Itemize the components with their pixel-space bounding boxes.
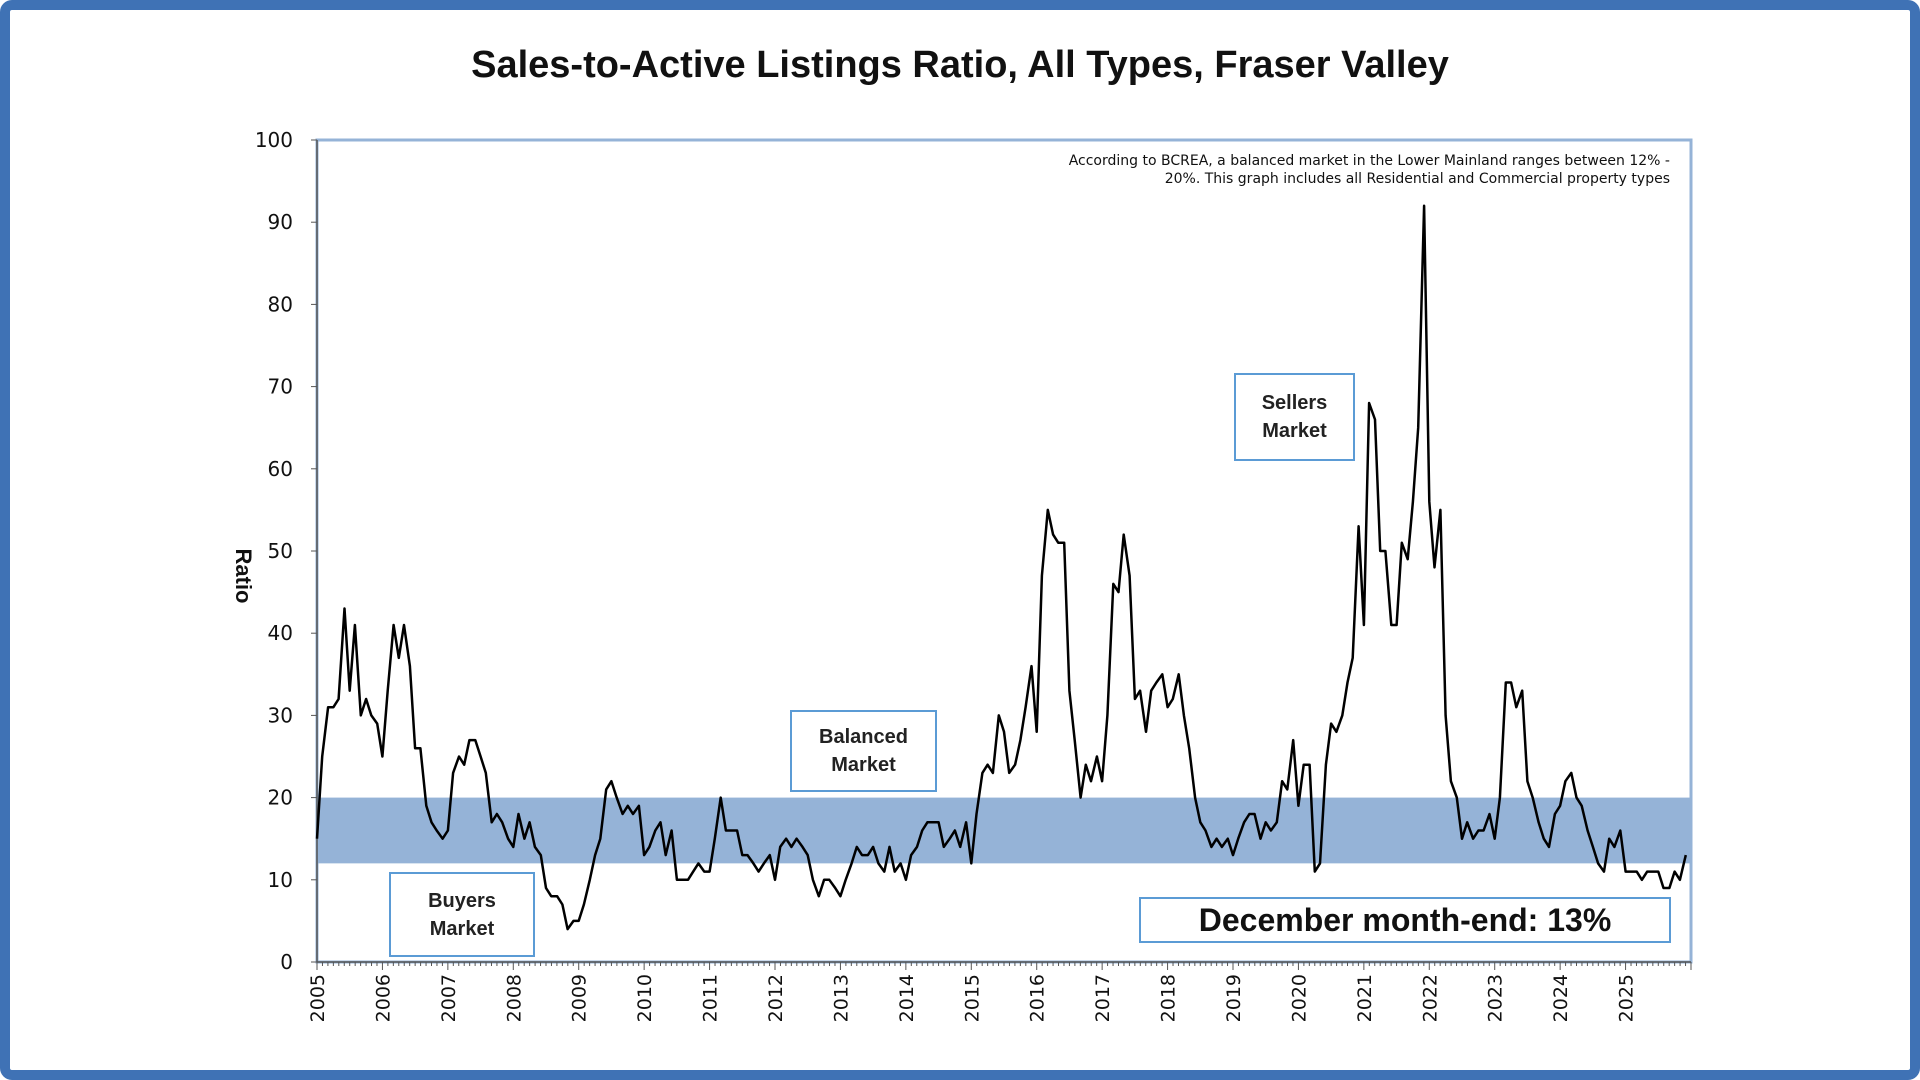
x-tick-label: 2022 <box>1419 974 1441 1022</box>
note-line-1: According to BCREA, a balanced market in… <box>1068 153 1670 169</box>
y-tick-label: 10 <box>268 868 293 892</box>
x-tick-label: 2008 <box>503 974 525 1022</box>
x-tick-label: 2007 <box>438 974 460 1022</box>
buyers-label-line-1: Buyers <box>428 889 496 912</box>
sellers-label-line-1: Sellers <box>1261 392 1328 414</box>
bcrea-note: According to BCREA, a balanced market in… <box>970 152 1670 188</box>
x-tick-label: 2011 <box>700 974 722 1022</box>
y-tick-label: 80 <box>268 292 293 316</box>
x-tick-label: 2006 <box>372 974 394 1022</box>
y-axis-ticks: 0 10 20 30 40 50 60 70 80 90 100 <box>255 128 317 974</box>
balanced-label-line-2: Market <box>831 754 896 776</box>
x-tick-label: 2017 <box>1092 974 1114 1022</box>
x-tick-label: 2021 <box>1354 974 1376 1022</box>
december-month-end-callout: December month-end: 13% <box>1139 897 1671 943</box>
sellers-label-line-2: Market <box>1262 420 1327 442</box>
x-tick-label: 2013 <box>830 974 852 1022</box>
y-axis-label: Ratio <box>231 549 256 604</box>
y-tick-label: 90 <box>268 210 293 234</box>
y-tick-label: 70 <box>268 375 293 399</box>
buyers-label-line-2: Market <box>429 917 495 940</box>
buyers-market-label: Buyers Market <box>389 872 535 957</box>
x-tick-label: 2025 <box>1616 974 1638 1022</box>
x-tick-label: 2018 <box>1158 974 1180 1022</box>
y-tick-label: 50 <box>268 539 293 563</box>
balanced-market-label: Balanced Market <box>790 710 937 792</box>
x-tick-label: 2010 <box>634 974 656 1022</box>
x-tick-label: 2015 <box>961 974 983 1022</box>
y-tick-label: 0 <box>280 950 293 974</box>
y-tick-label: 40 <box>268 621 293 645</box>
x-tick-label: 2005 <box>307 974 329 1022</box>
balanced-label-line-1: Balanced <box>819 726 908 748</box>
x-tick-label: 2023 <box>1485 974 1507 1022</box>
x-axis-ticks: 2005 2006 2007 2008 2009 2010 2011 2012 2013 2014… <box>307 962 1692 1022</box>
sellers-market-label: Sellers Market <box>1234 373 1355 461</box>
x-tick-label: 2009 <box>569 974 591 1022</box>
y-tick-label: 100 <box>255 128 293 152</box>
x-tick-label: 2020 <box>1288 974 1310 1022</box>
note-line-2: 20%. This graph includes all Residential… <box>1164 171 1670 187</box>
ratio-series-line <box>315 204 1688 931</box>
y-tick-label: 20 <box>268 786 293 810</box>
y-tick-label: 60 <box>268 457 293 481</box>
x-tick-label: 2016 <box>1027 974 1049 1022</box>
x-tick-label: 2024 <box>1550 974 1572 1022</box>
y-tick-label: 30 <box>268 703 293 727</box>
x-tick-label: 2012 <box>765 974 787 1022</box>
x-tick-label: 2014 <box>896 974 918 1022</box>
chart-title: Sales-to-Active Listings Ratio, All Type… <box>471 44 1449 86</box>
x-tick-label: 2019 <box>1223 974 1245 1022</box>
